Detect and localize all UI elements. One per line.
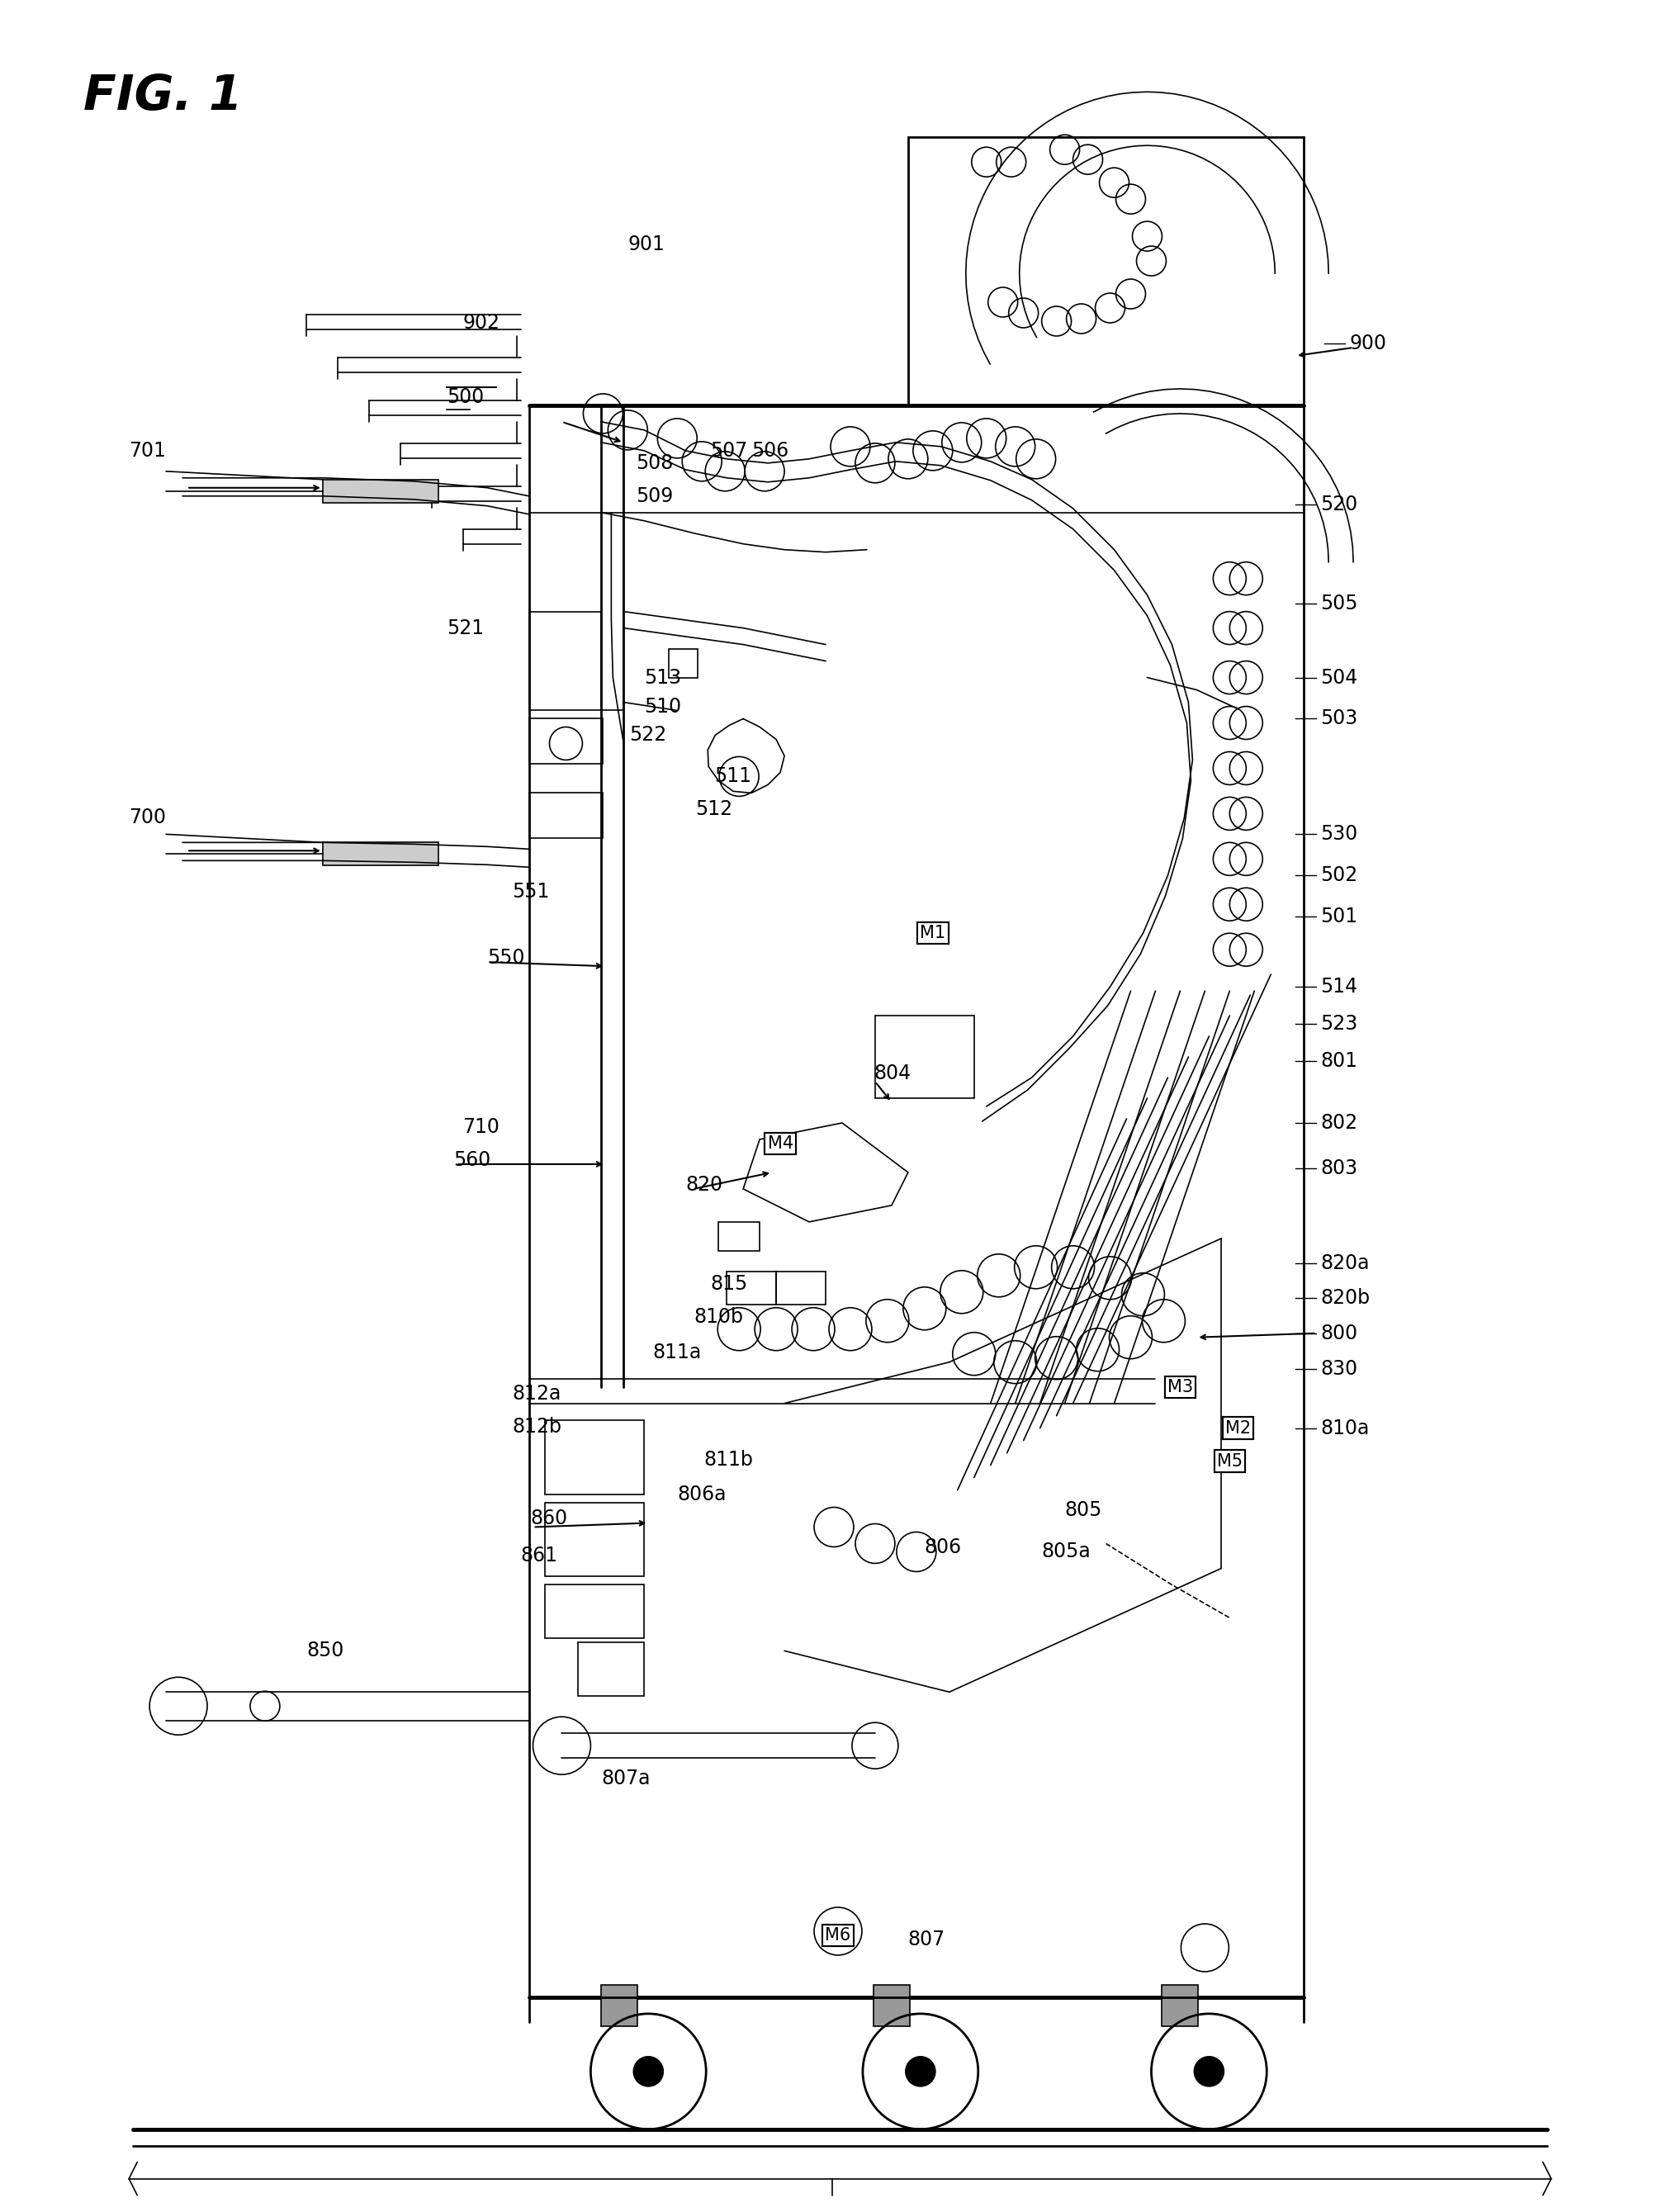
Text: 805a: 805a bbox=[1042, 1542, 1090, 1562]
Text: 503: 503 bbox=[1320, 708, 1358, 728]
Text: M5: M5 bbox=[1217, 1453, 1243, 1469]
Text: 507: 507 bbox=[710, 440, 748, 460]
Text: 805: 805 bbox=[1065, 1500, 1102, 1520]
Bar bbox=[726, 1272, 776, 1305]
Bar bbox=[545, 1420, 645, 1493]
Text: 501: 501 bbox=[1320, 907, 1358, 927]
Text: 514: 514 bbox=[1320, 978, 1358, 998]
Text: 505: 505 bbox=[1320, 593, 1358, 613]
Bar bbox=[529, 792, 603, 838]
Bar bbox=[529, 405, 1305, 1997]
Text: 812b: 812b bbox=[512, 1416, 562, 1436]
Text: 512: 512 bbox=[695, 799, 733, 818]
Text: 820a: 820a bbox=[1320, 1254, 1369, 1274]
Text: 807: 807 bbox=[907, 1929, 946, 1949]
Text: 500: 500 bbox=[447, 387, 484, 407]
Text: 520: 520 bbox=[1320, 493, 1358, 513]
Text: 802: 802 bbox=[1320, 1113, 1358, 1133]
Text: M4: M4 bbox=[768, 1135, 793, 1152]
Bar bbox=[907, 137, 1305, 405]
Text: 710: 710 bbox=[462, 1117, 500, 1137]
Text: 521: 521 bbox=[447, 617, 484, 637]
Text: 810b: 810b bbox=[693, 1307, 743, 1327]
Bar bbox=[874, 1984, 909, 2026]
Text: FIG. 1: FIG. 1 bbox=[83, 73, 243, 119]
Text: 820: 820 bbox=[685, 1175, 723, 1194]
Text: 560: 560 bbox=[454, 1150, 490, 1170]
Text: 803: 803 bbox=[1320, 1159, 1358, 1179]
Text: 551: 551 bbox=[512, 883, 550, 902]
Bar bbox=[578, 1644, 645, 1697]
Bar bbox=[602, 1984, 638, 2026]
Text: M1: M1 bbox=[921, 925, 946, 942]
Text: 800: 800 bbox=[1320, 1323, 1358, 1343]
Text: 810a: 810a bbox=[1320, 1418, 1369, 1438]
Text: 900: 900 bbox=[1350, 334, 1386, 354]
Text: 530: 530 bbox=[1320, 825, 1358, 845]
Text: 901: 901 bbox=[628, 234, 665, 254]
Text: 861: 861 bbox=[520, 1546, 558, 1566]
Text: 504: 504 bbox=[1320, 668, 1358, 688]
Text: 506: 506 bbox=[751, 440, 789, 460]
Text: 806: 806 bbox=[924, 1537, 962, 1557]
Bar bbox=[322, 843, 439, 865]
Text: 860: 860 bbox=[530, 1509, 568, 1528]
Text: 806a: 806a bbox=[676, 1484, 726, 1504]
Bar bbox=[529, 719, 603, 763]
Text: 509: 509 bbox=[637, 487, 673, 507]
Bar bbox=[670, 648, 698, 677]
Bar bbox=[545, 1502, 645, 1577]
Text: 815: 815 bbox=[710, 1274, 748, 1294]
Bar bbox=[322, 480, 439, 502]
Circle shape bbox=[1195, 2057, 1223, 2086]
Text: 830: 830 bbox=[1320, 1358, 1358, 1378]
Circle shape bbox=[906, 2057, 936, 2086]
Bar bbox=[776, 1272, 826, 1305]
Text: 807a: 807a bbox=[602, 1770, 650, 1790]
Text: M2: M2 bbox=[1225, 1420, 1251, 1436]
Text: 511: 511 bbox=[715, 768, 751, 787]
Text: 513: 513 bbox=[645, 668, 681, 688]
Bar bbox=[529, 611, 602, 710]
Text: 700: 700 bbox=[130, 807, 166, 827]
Text: M5: M5 bbox=[1217, 1453, 1243, 1469]
Bar bbox=[876, 1015, 974, 1097]
Bar bbox=[1162, 1984, 1198, 2026]
Bar bbox=[545, 1584, 645, 1639]
Text: 804: 804 bbox=[874, 1064, 911, 1084]
Text: M1: M1 bbox=[921, 925, 946, 942]
Text: 522: 522 bbox=[630, 726, 666, 745]
Text: M3: M3 bbox=[1167, 1378, 1193, 1396]
Text: 510: 510 bbox=[645, 697, 681, 717]
Text: 811b: 811b bbox=[703, 1449, 753, 1469]
Text: 550: 550 bbox=[487, 949, 525, 969]
Circle shape bbox=[633, 2057, 663, 2086]
Text: 502: 502 bbox=[1320, 865, 1358, 885]
Text: M2: M2 bbox=[1225, 1420, 1251, 1436]
Text: M4: M4 bbox=[768, 1135, 793, 1152]
Text: 508: 508 bbox=[637, 453, 673, 473]
Text: M6: M6 bbox=[824, 1927, 851, 1944]
Text: 801: 801 bbox=[1320, 1051, 1358, 1071]
Text: 811a: 811a bbox=[653, 1343, 701, 1363]
Text: 812a: 812a bbox=[512, 1382, 562, 1402]
Text: M6: M6 bbox=[824, 1927, 851, 1944]
Text: 820b: 820b bbox=[1320, 1287, 1369, 1307]
Text: 850: 850 bbox=[306, 1641, 344, 1661]
Text: M3: M3 bbox=[1167, 1378, 1193, 1396]
Bar bbox=[718, 1221, 760, 1250]
Text: 523: 523 bbox=[1320, 1013, 1358, 1033]
Text: 701: 701 bbox=[130, 440, 166, 460]
Text: 902: 902 bbox=[462, 312, 500, 332]
